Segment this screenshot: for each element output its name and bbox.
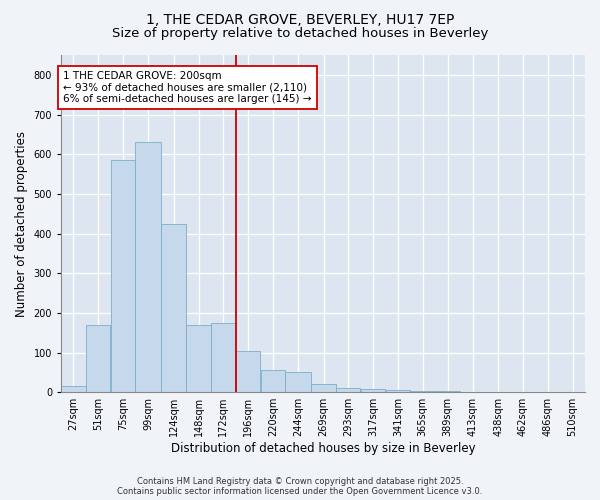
Bar [410,391,435,392]
Bar [336,388,361,392]
Text: Contains HM Land Registry data © Crown copyright and database right 2025.
Contai: Contains HM Land Registry data © Crown c… [118,476,482,496]
Bar [286,372,311,392]
Text: 1, THE CEDAR GROVE, BEVERLEY, HU17 7EP: 1, THE CEDAR GROVE, BEVERLEY, HU17 7EP [146,12,454,26]
Bar [186,325,211,392]
Bar [161,224,186,392]
Y-axis label: Number of detached properties: Number of detached properties [15,130,28,316]
Bar [86,325,110,392]
Bar [386,390,410,392]
Bar [361,389,385,392]
Bar [236,350,260,392]
Bar [311,384,335,392]
Bar [110,160,135,392]
Bar [211,323,235,392]
Bar [61,386,86,392]
X-axis label: Distribution of detached houses by size in Beverley: Distribution of detached houses by size … [171,442,475,455]
Text: Size of property relative to detached houses in Beverley: Size of property relative to detached ho… [112,28,488,40]
Bar [260,370,285,392]
Text: 1 THE CEDAR GROVE: 200sqm
← 93% of detached houses are smaller (2,110)
6% of sem: 1 THE CEDAR GROVE: 200sqm ← 93% of detac… [63,71,311,104]
Bar [136,142,161,392]
